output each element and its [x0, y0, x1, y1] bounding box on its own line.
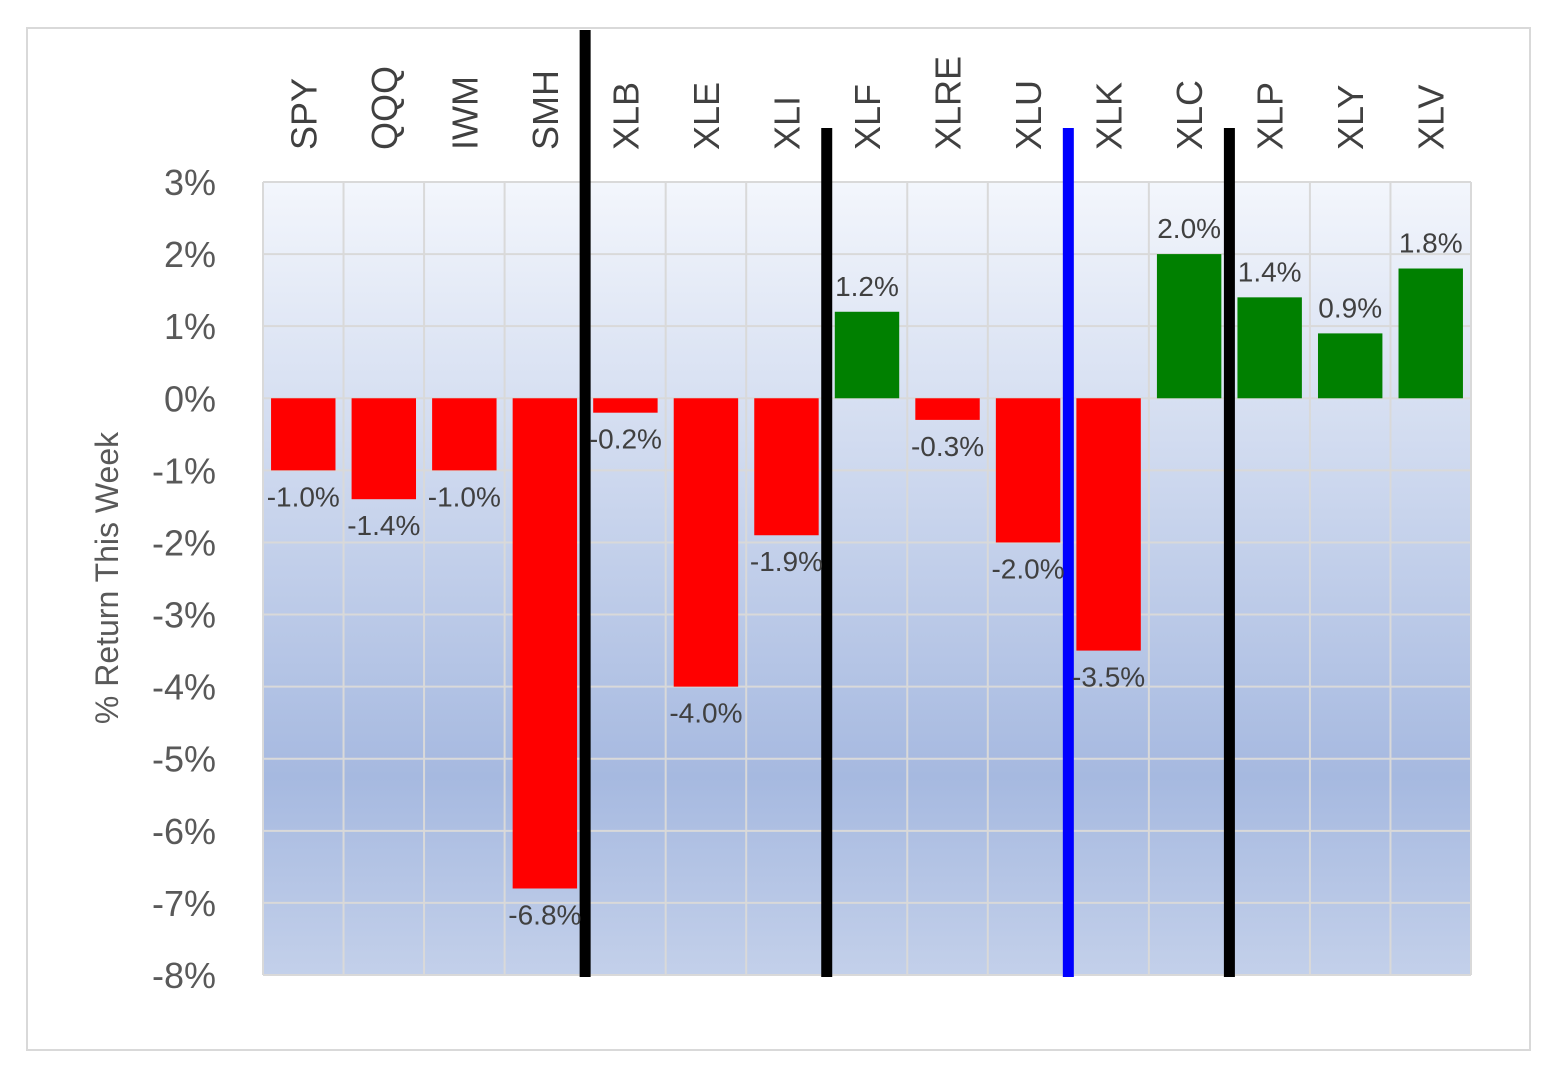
- category-label: XLV: [1411, 85, 1452, 150]
- group-separators: [579, 30, 1235, 977]
- bar: [512, 398, 578, 889]
- bar: [1156, 254, 1222, 399]
- category-label: XLU: [1008, 80, 1049, 150]
- bar: [754, 398, 819, 536]
- category-label: QQQ: [364, 66, 405, 150]
- data-label: 1.8%: [1399, 228, 1463, 259]
- category-label: XLK: [1089, 82, 1130, 150]
- data-label: -1.4%: [347, 510, 420, 541]
- data-label: -1.0%: [428, 481, 501, 512]
- y-tick-label: 2%: [164, 234, 216, 275]
- category-label: SPY: [283, 78, 324, 150]
- data-label: -0.2%: [589, 424, 662, 455]
- y-tick-label: 3%: [164, 162, 216, 203]
- category-label: XLI: [766, 96, 807, 150]
- bar: [1237, 297, 1302, 399]
- bar: [915, 398, 980, 420]
- category-label: XLC: [1169, 80, 1210, 150]
- y-tick-label: -5%: [152, 739, 216, 780]
- y-tick-label: -7%: [152, 883, 216, 924]
- category-labels: SPY QQQ IWM SMH XLB XLE XLI XLF XLRE XLU XLK XLC XLP…: [283, 56, 1451, 150]
- bar: [1317, 333, 1383, 399]
- bars: [271, 254, 1463, 889]
- y-tick-label: -1%: [152, 450, 216, 491]
- bar: [834, 311, 900, 399]
- data-label: -1.9%: [750, 546, 823, 577]
- data-label: -4.0%: [669, 698, 742, 729]
- data-label: -2.0%: [991, 553, 1064, 584]
- category-label: XLY: [1330, 85, 1371, 150]
- y-tick-label: -6%: [152, 811, 216, 852]
- category-label: XLE: [686, 82, 727, 150]
- data-label: 1.4%: [1238, 256, 1302, 287]
- category-label: SMH: [525, 70, 566, 150]
- data-label: -1.0%: [267, 481, 340, 512]
- data-label: 1.2%: [835, 271, 899, 302]
- y-tick-label: 0%: [164, 378, 216, 419]
- y-tick-label: 1%: [164, 306, 216, 347]
- data-label: -3.5%: [1072, 662, 1145, 693]
- category-label: XLRE: [928, 56, 969, 150]
- y-tick-label: -4%: [152, 667, 216, 708]
- y-tick-label: -8%: [152, 955, 216, 996]
- bar: [1398, 268, 1463, 399]
- bar: [995, 398, 1061, 543]
- bar: [1076, 398, 1141, 651]
- bar: [271, 398, 336, 471]
- data-label: 0.9%: [1318, 292, 1382, 323]
- bar: [593, 398, 658, 413]
- data-label: -6.8%: [508, 899, 581, 930]
- bar: [432, 398, 497, 471]
- category-label: XLP: [1250, 82, 1291, 150]
- bar: [351, 398, 417, 500]
- data-label: 2.0%: [1157, 213, 1221, 244]
- category-label: IWM: [444, 76, 485, 150]
- y-tick-label: -3%: [152, 595, 216, 636]
- y-axis-label: % Return This Week: [89, 431, 125, 724]
- y-tick-label: -2%: [152, 522, 216, 563]
- data-label: -0.3%: [911, 431, 984, 462]
- data-labels: -1.0%-1.4%-1.0%-6.8%-0.2%-4.0%-1.9%1.2%-…: [267, 213, 1463, 930]
- y-axis-ticks: 3% 2% 1% 0% -1% -2% -3% -4% -5% -6% -7% -8%: [152, 162, 216, 996]
- category-label: XLB: [605, 82, 646, 150]
- category-label: XLF: [847, 84, 888, 150]
- bar: [673, 398, 739, 687]
